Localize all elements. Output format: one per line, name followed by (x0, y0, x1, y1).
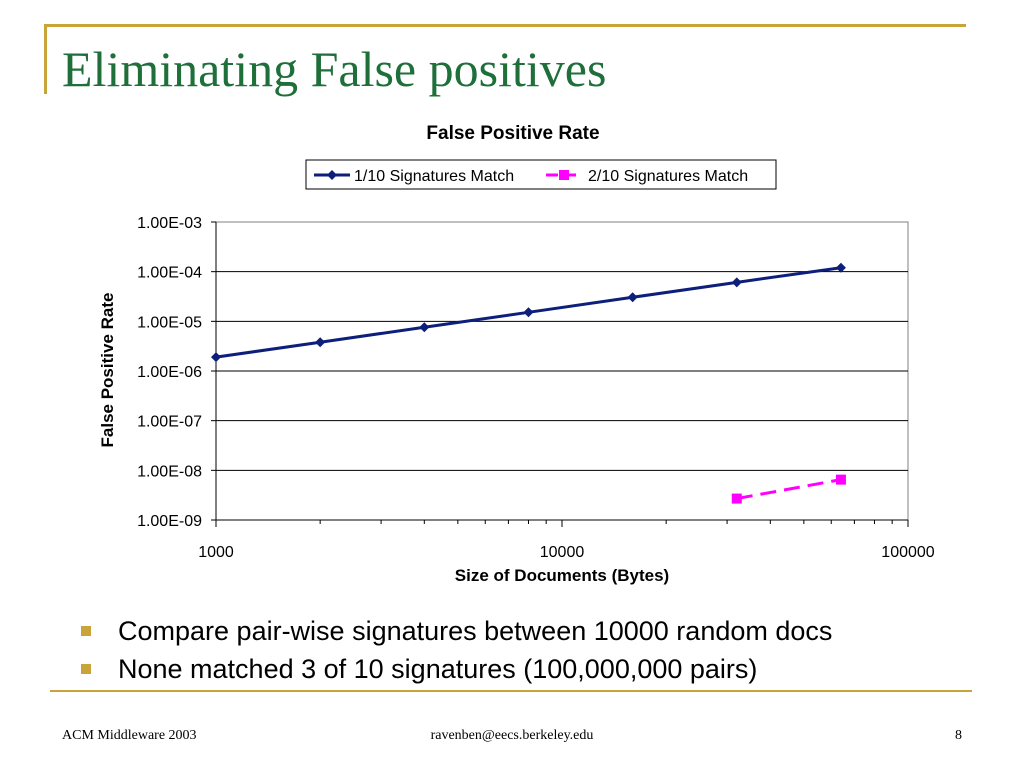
footer-conference: ACM Middleware 2003 (62, 728, 197, 743)
chart-legend: 1/10 Signatures Match 2/10 Signatures Mat… (305, 159, 777, 190)
bullet-text: Compare pair-wise signatures between 100… (118, 616, 833, 646)
slide-number: 8 (955, 728, 962, 743)
y-tick-label: 1.00E-07 (137, 414, 202, 431)
legend-box (305, 159, 777, 190)
y-tick-label: 1.00E-08 (137, 463, 202, 480)
bullet-item: None matched 3 of 10 signatures (100,000… (78, 650, 832, 688)
slide-title: Eliminating False positives (62, 41, 607, 97)
data-point (327, 170, 337, 180)
y-tick-label: 1.00E-06 (137, 364, 202, 381)
x-axis: 1000 10000 100000 (198, 519, 935, 561)
footer-email: ravenben@eecs.berkeley.edu (430, 728, 594, 743)
y-axis: 1.00E-03 1.00E-04 1.00E-05 1.00E-06 1.00E-07… (137, 215, 217, 530)
series-2 (731, 474, 846, 504)
bullet-item: Compare pair-wise signatures between 100… (78, 612, 832, 650)
data-point (627, 292, 638, 303)
square-bullet-icon (81, 664, 91, 674)
bullet-text: None matched 3 of 10 signatures (100,000… (118, 654, 758, 684)
data-point (559, 170, 569, 180)
legend-label: 2/10 Signatures Match (588, 168, 748, 185)
series-line (736, 478, 842, 501)
x-axis-label: Size of Documents (Bytes) (455, 566, 669, 585)
data-point (731, 277, 742, 288)
y-tick-label: 1.00E-05 (137, 314, 202, 331)
x-tick-label: 10000 (540, 544, 585, 561)
frame-left-rule (44, 24, 47, 94)
footer-rule (50, 690, 972, 692)
data-point (835, 262, 846, 273)
square-bullet-icon (81, 626, 91, 636)
series-layer (211, 262, 846, 504)
x-tick-label: 100000 (881, 544, 934, 561)
y-tick-label: 1.00E-04 (137, 265, 202, 282)
grid-lines (216, 271, 908, 471)
bullet-list: Compare pair-wise signatures between 100… (78, 612, 832, 688)
data-point (835, 474, 846, 485)
frame-top-rule (44, 24, 966, 27)
data-point (731, 493, 742, 504)
data-point (211, 352, 221, 363)
data-point (315, 337, 326, 348)
chart-title: False Positive Rate (426, 123, 599, 144)
false-positive-chart: False Positive Rate 1/10 Signatures Matc… (98, 123, 935, 585)
x-tick-label: 1000 (198, 544, 234, 561)
legend-label: 1/10 Signatures Match (354, 168, 514, 185)
series-1 (211, 262, 846, 363)
data-point (419, 322, 430, 333)
y-tick-label: 1.00E-09 (137, 513, 202, 530)
y-tick-label: 1.00E-03 (137, 215, 202, 232)
data-point (523, 307, 534, 318)
y-axis-label: False Positive Rate (98, 293, 117, 448)
